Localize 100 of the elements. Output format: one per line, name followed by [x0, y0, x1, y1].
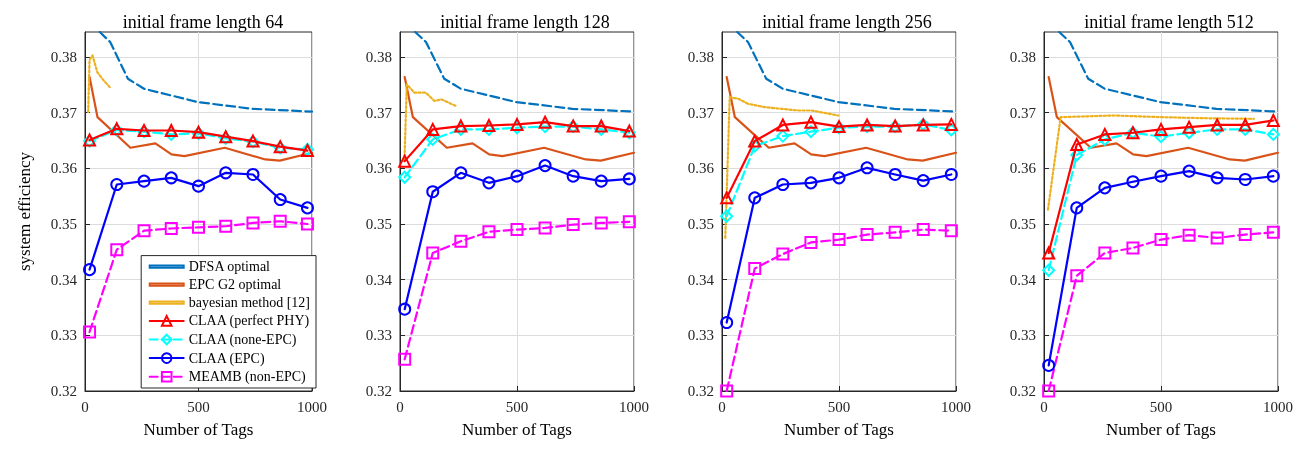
point — [1098, 181, 1112, 195]
point — [398, 154, 412, 168]
point — [454, 166, 468, 180]
point — [1266, 114, 1280, 127]
point — [944, 224, 958, 238]
point — [110, 178, 124, 191]
point — [510, 223, 524, 237]
x-tick-label: 0 — [1040, 398, 1048, 415]
point — [246, 167, 260, 181]
x-tick-label: 500 — [827, 398, 851, 415]
point — [1238, 122, 1252, 136]
point — [720, 209, 734, 223]
point — [1182, 164, 1196, 178]
y-tick-label: 0.33 — [365, 327, 392, 344]
y-tick-label: 0.36 — [1009, 160, 1037, 177]
x-tick-label: 1000 — [297, 398, 327, 415]
y-tick-label: 0.33 — [687, 327, 714, 344]
point — [510, 169, 524, 183]
point — [1154, 233, 1168, 247]
point — [1042, 263, 1056, 277]
point — [83, 263, 97, 277]
point — [1266, 225, 1280, 239]
y-tick-label: 0.35 — [1009, 216, 1036, 233]
point — [622, 172, 636, 186]
point — [804, 235, 818, 249]
point — [1182, 228, 1196, 242]
point — [1070, 148, 1084, 162]
legend-label: CLAA (perfect PHY) — [188, 313, 310, 330]
point — [804, 115, 818, 129]
point — [1154, 122, 1168, 136]
y-tick-label: 0.36 — [687, 160, 715, 177]
y-axis-title: system efficiency — [15, 151, 34, 272]
point — [510, 117, 524, 131]
x-tick-label: 0 — [396, 398, 404, 415]
point — [888, 167, 902, 181]
y-tick-label: 0.34 — [50, 271, 78, 288]
point — [748, 191, 762, 205]
legend-label: CLAA (none-EPC) — [188, 332, 297, 348]
y-tick-label: 0.34 — [687, 271, 715, 288]
point — [1266, 169, 1280, 183]
point — [888, 225, 902, 239]
point — [83, 325, 97, 339]
x-tick-label: 500 — [1149, 398, 1173, 415]
point — [776, 129, 790, 143]
point — [398, 170, 412, 184]
x-tick-label: 500 — [187, 398, 210, 415]
point — [192, 220, 205, 234]
point — [1210, 171, 1224, 185]
point — [273, 214, 287, 228]
point — [1098, 246, 1112, 260]
line-series — [403, 75, 636, 162]
point — [720, 316, 734, 330]
point — [1154, 130, 1168, 144]
point — [1070, 137, 1084, 151]
point — [300, 217, 314, 231]
x-tick-label: 0 — [81, 398, 89, 415]
point — [832, 171, 846, 185]
point — [860, 228, 874, 242]
point — [1238, 228, 1252, 242]
y-tick-label: 0.37 — [1009, 104, 1037, 121]
point — [776, 247, 790, 261]
y-tick-label: 0.38 — [50, 49, 77, 66]
point — [622, 215, 636, 229]
legend-label: bayesian method [12] — [188, 295, 310, 311]
line-series — [88, 75, 314, 162]
point — [804, 125, 818, 139]
line-series — [1046, 114, 1255, 211]
y-tick-label: 0.32 — [1009, 383, 1036, 399]
point — [192, 179, 205, 193]
point — [273, 193, 287, 207]
point — [398, 302, 412, 316]
point — [219, 166, 233, 180]
chart-title: initial frame length 512 — [1084, 12, 1254, 32]
point — [1098, 127, 1112, 141]
point — [1210, 122, 1224, 136]
point — [1182, 126, 1196, 140]
point — [1042, 358, 1056, 372]
point — [1238, 173, 1252, 186]
legend-label: DFSA optimal — [188, 259, 271, 275]
y-tick-label: 0.34 — [365, 271, 393, 288]
point — [538, 159, 552, 173]
y-tick-label: 0.32 — [687, 383, 714, 399]
point — [219, 219, 233, 233]
point — [1070, 201, 1084, 215]
point — [482, 225, 496, 239]
point — [748, 139, 762, 153]
point — [1070, 269, 1084, 283]
point — [1042, 246, 1056, 260]
point — [426, 246, 440, 260]
point — [804, 176, 818, 190]
y-tick-label: 0.32 — [365, 383, 392, 399]
chart-title: initial frame length 64 — [122, 12, 284, 32]
point — [1238, 118, 1252, 132]
point — [720, 384, 734, 398]
x-tick-label: 0 — [718, 398, 726, 415]
point — [110, 243, 124, 257]
point — [566, 218, 580, 232]
point — [1126, 241, 1140, 255]
point — [300, 201, 314, 215]
point — [776, 118, 790, 132]
